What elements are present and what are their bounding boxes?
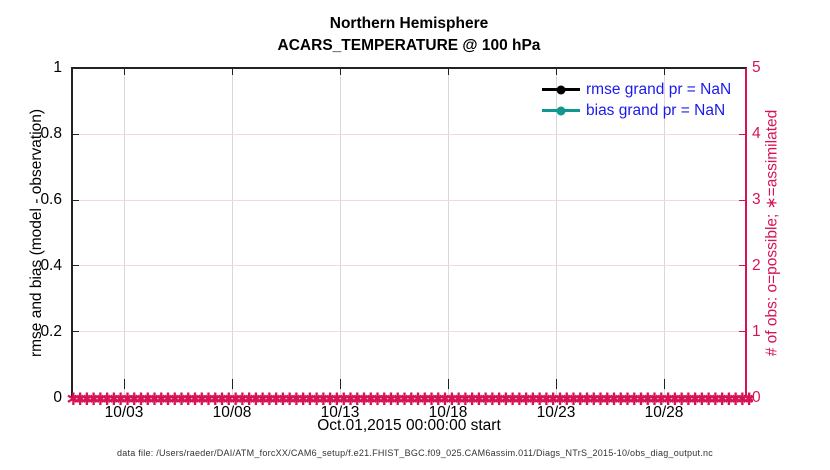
axis-tick bbox=[739, 134, 745, 135]
axis-tick bbox=[739, 331, 745, 332]
tick-label: 10/18 bbox=[428, 404, 468, 421]
axis-tick bbox=[448, 379, 449, 389]
tick-label: 0.6 bbox=[40, 191, 62, 208]
axis-tick bbox=[73, 134, 79, 135]
tick-label: 5 bbox=[752, 59, 761, 76]
axis-tick bbox=[739, 265, 745, 266]
axis-tick bbox=[448, 69, 449, 75]
x-gridline bbox=[664, 69, 665, 396]
axis-tick bbox=[73, 200, 79, 201]
left-axis-label: rmse and bias (model - observation) bbox=[28, 108, 45, 358]
tick-label: 3 bbox=[752, 191, 761, 208]
x-gridline bbox=[556, 69, 557, 396]
bias-line-sample-icon bbox=[542, 106, 580, 115]
x-gridline bbox=[448, 69, 449, 396]
legend-label: rmse grand pr = NaN bbox=[586, 80, 732, 98]
x-gridline bbox=[124, 69, 125, 396]
tick-label: 10/23 bbox=[536, 404, 576, 421]
tick-label: 10/28 bbox=[644, 404, 684, 421]
tick-label: 4 bbox=[752, 125, 761, 142]
tick-label: 0 bbox=[752, 389, 761, 406]
obs-marker-band: ∗∗∗∗∗∗∗∗∗∗∗∗∗∗∗∗∗∗∗∗∗∗∗∗∗∗∗∗∗∗∗∗∗∗∗∗∗∗∗∗… bbox=[65, 390, 753, 407]
axis-tick bbox=[124, 69, 125, 75]
axis-tick bbox=[556, 69, 557, 75]
axis-tick bbox=[556, 379, 557, 389]
x-gridline bbox=[340, 69, 341, 396]
axis-tick bbox=[232, 379, 233, 389]
tick-label: 0.2 bbox=[40, 323, 62, 340]
legend: rmse grand pr = NaN bias grand pr = NaN bbox=[542, 79, 731, 121]
tick-label: 1 bbox=[53, 59, 62, 76]
bias-marker-icon bbox=[556, 106, 566, 115]
tick-label: 10/08 bbox=[212, 404, 252, 421]
legend-label: bias grand pr = NaN bbox=[586, 101, 726, 119]
y-gridline bbox=[73, 265, 745, 266]
chart-subtitle: ACARS_TEMPERATURE @ 100 hPa bbox=[277, 37, 541, 54]
right-axis-label: # of obs: o=possible; ∗=assimilated bbox=[763, 109, 781, 357]
y-gridline bbox=[73, 331, 745, 332]
axis-tick bbox=[340, 69, 341, 75]
plot-area bbox=[71, 67, 747, 398]
axis-tick bbox=[124, 379, 125, 389]
data-file-caption: data file: /Users/raeder/DAI/ATM_forcXX/… bbox=[116, 448, 714, 458]
y-gridline bbox=[73, 134, 745, 135]
x-gridline bbox=[232, 69, 233, 396]
axis-tick bbox=[232, 69, 233, 75]
axis-tick bbox=[739, 200, 745, 201]
rmse-marker-icon bbox=[556, 85, 566, 94]
tick-label: 0.8 bbox=[40, 125, 62, 142]
axis-tick bbox=[664, 379, 665, 389]
axis-tick bbox=[340, 379, 341, 389]
x-axis-label: Oct.01,2015 00:00:00 start bbox=[317, 417, 501, 434]
y-gridline bbox=[73, 200, 745, 201]
tick-label: 1 bbox=[752, 323, 761, 340]
axis-tick bbox=[664, 69, 665, 75]
tick-label: 0 bbox=[53, 389, 62, 406]
tick-label: 0.4 bbox=[40, 257, 62, 274]
legend-item-bias: bias grand pr = NaN bbox=[542, 100, 731, 121]
tick-label: 10/13 bbox=[320, 404, 360, 421]
axis-tick bbox=[73, 331, 79, 332]
tick-label: 2 bbox=[752, 257, 761, 274]
tick-label: 10/03 bbox=[104, 404, 144, 421]
legend-item-rmse: rmse grand pr = NaN bbox=[542, 79, 731, 100]
rmse-line-sample-icon bbox=[542, 85, 580, 94]
chart-title: Northern Hemisphere bbox=[329, 15, 489, 32]
axis-tick bbox=[73, 265, 79, 266]
